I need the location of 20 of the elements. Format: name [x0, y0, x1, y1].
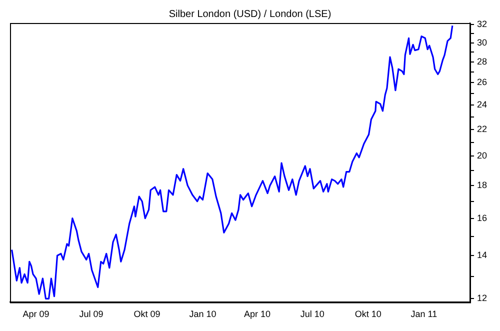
x-tick-label: Apr 09 [22, 309, 50, 320]
chart-title: Silber London (USD) / London (LSE) [168, 8, 332, 20]
y-tick-label: 14 [476, 250, 488, 260]
x-tick-label: Jan 11 [410, 309, 438, 320]
x-tick-label: Jul 09 [79, 309, 104, 320]
x-tick-label: Okt 10 [354, 309, 382, 320]
y-tick-label: 24 [476, 100, 488, 110]
y-tick-label: 18 [476, 180, 488, 190]
x-tick-label: Jul 10 [300, 309, 324, 320]
y-tick-label: 30 [476, 37, 488, 48]
y-tick-label: 20 [476, 150, 488, 160]
x-tick-label: Okt 09 [134, 309, 160, 320]
y-tick-label: 26 [476, 77, 488, 88]
y-tick-label: 12 [476, 293, 488, 304]
x-tick-label: Jan 10 [189, 309, 216, 320]
y-tick-label: 28 [476, 56, 488, 67]
y-tick-label: 32 [476, 19, 488, 30]
x-tick-label: Apr 10 [244, 309, 271, 320]
y-tick-label: 22 [476, 124, 488, 134]
y-tick-label: 16 [476, 212, 488, 223]
